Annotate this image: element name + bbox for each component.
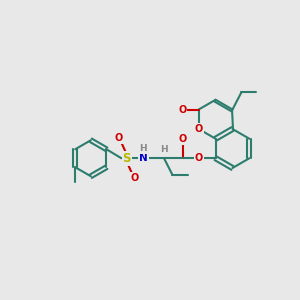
Text: N: N <box>139 153 148 163</box>
Text: O: O <box>115 134 123 143</box>
Text: H: H <box>140 144 147 153</box>
Text: H: H <box>160 145 168 154</box>
Text: O: O <box>195 153 203 163</box>
Text: O: O <box>178 134 187 144</box>
Text: O: O <box>178 104 186 115</box>
Text: S: S <box>123 152 131 165</box>
Text: O: O <box>195 124 203 134</box>
Text: O: O <box>130 173 139 183</box>
